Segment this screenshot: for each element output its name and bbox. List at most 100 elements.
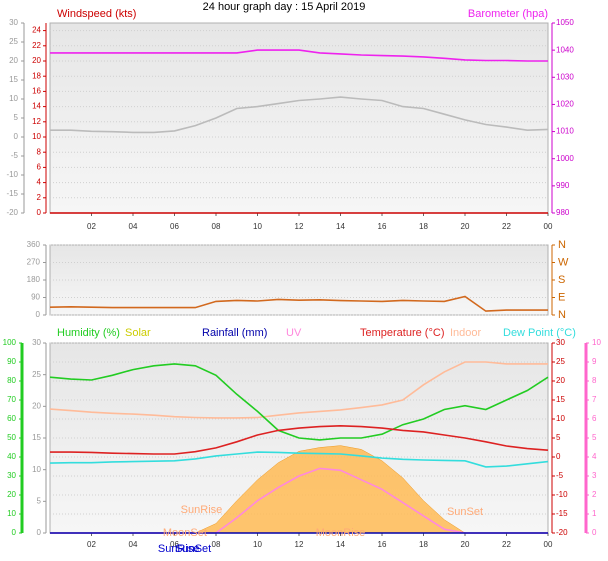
y-tick-label: 15 [32, 433, 41, 442]
x-tick-label: 08 [212, 222, 221, 231]
y-tick-label: 40 [7, 452, 16, 461]
legend-label: Windspeed (kts) [57, 8, 136, 20]
y-tick-label: 10 [592, 338, 601, 347]
annotation: SunRise [158, 543, 200, 555]
y-tick-label: 22 [32, 41, 41, 50]
y-tick-label: 0 [36, 310, 41, 319]
y-tick-label: 10 [9, 94, 18, 103]
x-tick-label: 18 [419, 222, 428, 231]
line [50, 424, 549, 455]
x-tick-label: 10 [253, 222, 262, 231]
annotation: SunRise [181, 504, 223, 516]
x-tick-label: 22 [502, 540, 511, 549]
y-tick-label: 0 [14, 132, 19, 141]
y-tick-label: 0 [12, 528, 17, 537]
line [49, 295, 548, 312]
y-tick-label: 100 [3, 338, 17, 347]
x-tick-label: 02 [87, 222, 96, 231]
annotation: MoonRise [316, 527, 366, 539]
y-tick-label: 360 [27, 240, 41, 249]
y-tick-label: 25 [9, 37, 18, 46]
y-tick-label: 0 [556, 452, 561, 461]
y-tick-label: 5 [37, 496, 42, 505]
y-tick-label: 5 [592, 433, 597, 442]
y-tick-label: -5 [11, 151, 19, 160]
y-tick-label: 3 [592, 471, 597, 480]
annotation: MoonSet [163, 527, 207, 539]
legend-label: Temperature (°C) [360, 327, 444, 339]
x-tick-label: 20 [461, 222, 470, 231]
y-tick-label: 980 [556, 208, 570, 217]
line [50, 49, 548, 62]
y-tick-label: 10 [32, 132, 41, 141]
y-tick-label: 20 [9, 56, 18, 65]
annotation: SunSet [447, 506, 483, 518]
y-tick-label: 30 [7, 471, 16, 480]
y-tick-label: 5 [14, 113, 19, 122]
x-tick-label: 22 [502, 222, 511, 231]
y-tick-label: 30 [32, 338, 41, 347]
legend-label: Dew Point (°C) [503, 327, 576, 339]
x-tick-label: 00 [544, 540, 553, 549]
y-tick-label: 20 [32, 401, 41, 410]
y-tick-label: 6 [37, 163, 42, 172]
annotation: SunSet [175, 543, 211, 555]
line [49, 363, 549, 441]
y-tick-label: -5 [556, 471, 564, 480]
legend-label: Solar [125, 327, 151, 339]
y-tick-label: 6 [592, 414, 597, 423]
y-tick-label: -20 [6, 208, 18, 217]
y-tick-label: 1050 [556, 18, 574, 27]
y-tick-label: W [558, 256, 569, 268]
y-tick-label: 60 [7, 414, 16, 423]
y-tick-label: N [558, 239, 566, 251]
y-tick-label: 80 [7, 376, 16, 385]
x-tick-label: 10 [253, 540, 262, 549]
x-tick-label: 20 [461, 540, 470, 549]
x-tick-label: 02 [87, 540, 96, 549]
y-tick-label: 180 [27, 275, 41, 284]
y-tick-label: 0 [37, 208, 42, 217]
y-tick-label: 1020 [556, 100, 574, 109]
y-tick-label: 1010 [556, 127, 574, 136]
y-tick-label: 1 [592, 509, 597, 518]
y-tick-label: 10 [7, 509, 16, 518]
y-tick-label: 24 [32, 26, 41, 35]
x-tick-label: 12 [295, 222, 304, 231]
y-tick-label: 90 [31, 293, 40, 302]
y-tick-label: 20 [32, 56, 41, 65]
legend-label: Barometer (hpa) [468, 8, 548, 20]
y-tick-label: S [558, 274, 565, 286]
y-tick-label: N [558, 309, 566, 321]
y-tick-label: 0 [592, 528, 597, 537]
y-tick-label: -10 [556, 490, 568, 499]
x-tick-label: 14 [336, 222, 345, 231]
y-tick-label: 18 [32, 71, 41, 80]
y-tick-label: 10 [32, 465, 41, 474]
y-tick-label: 90 [7, 357, 16, 366]
y-tick-label: 30 [9, 18, 18, 27]
y-tick-label: 30 [556, 338, 565, 347]
y-tick-label: 2 [592, 490, 597, 499]
y-tick-label: 14 [32, 102, 41, 111]
y-tick-label: 10 [556, 414, 565, 423]
y-tick-label: 8 [592, 376, 597, 385]
x-tick-label: 16 [378, 222, 387, 231]
plot-area [49, 22, 549, 214]
y-tick-label: 270 [27, 258, 41, 267]
y-tick-label: 1000 [556, 154, 574, 163]
legend-label: Humidity (%) [57, 327, 120, 339]
x-tick-label: 18 [419, 540, 428, 549]
y-tick-label: -20 [556, 528, 568, 537]
y-tick-label: 16 [32, 87, 41, 96]
y-tick-label: -10 [6, 170, 18, 179]
y-tick-label: 2 [37, 193, 42, 202]
y-tick-label: 15 [9, 75, 18, 84]
line [49, 451, 549, 468]
y-tick-label: -15 [6, 189, 18, 198]
y-tick-label: 50 [7, 433, 16, 442]
y-tick-label: 4 [592, 452, 597, 461]
y-tick-label: 7 [592, 395, 597, 404]
y-tick-label: 4 [37, 178, 42, 187]
